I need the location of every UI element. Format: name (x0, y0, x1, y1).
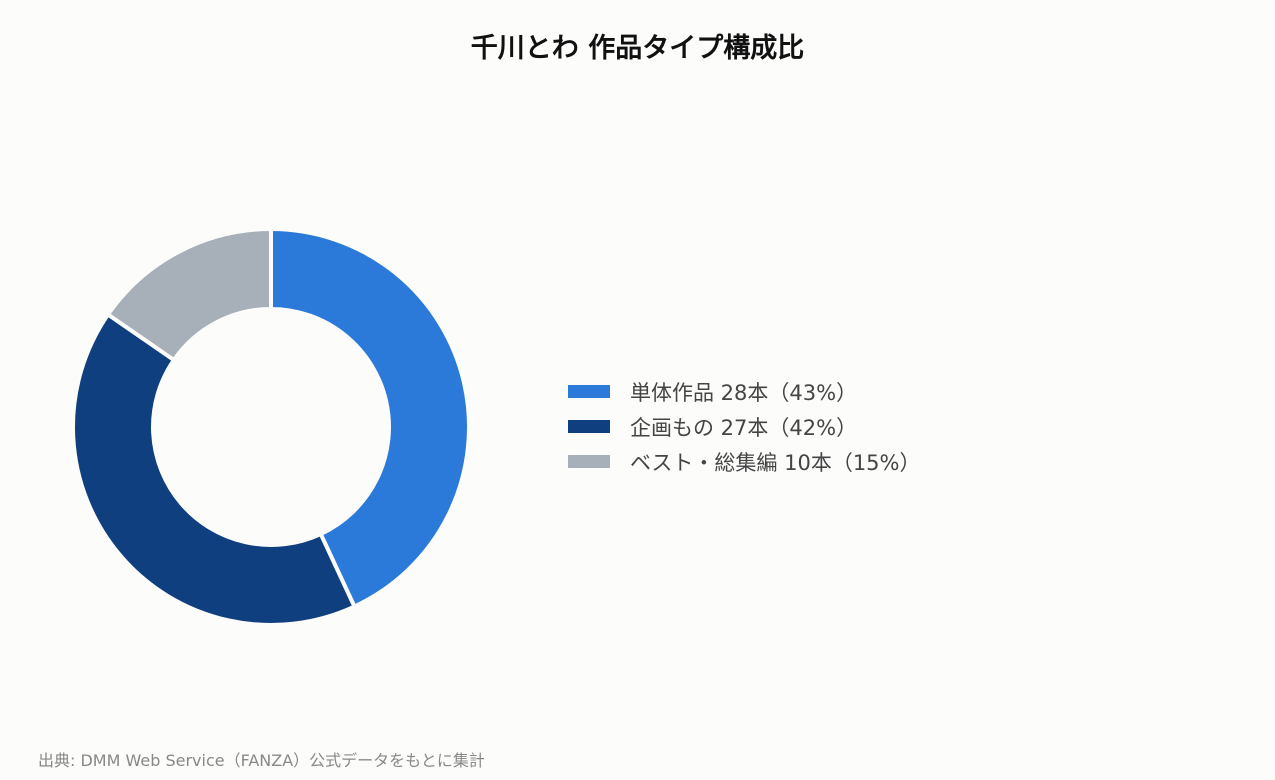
donut-slice-企画もの (71, 311, 358, 627)
donut-slice-単体作品 (269, 226, 471, 610)
legend-swatch (568, 420, 610, 433)
legend-item: 企画もの 27本（42%） (568, 409, 921, 444)
legend-swatch (568, 385, 610, 398)
donut-chart (71, 226, 471, 627)
legend-label: 単体作品 28本（43%） (630, 380, 858, 405)
legend-label: ベスト・総集編 10本（15%） (630, 450, 921, 475)
legend: 単体作品 28本（43%） 企画もの 27本（42%） ベスト・総集編 10本（15… (568, 374, 921, 479)
legend-swatch (568, 455, 610, 468)
chart-title: 千川とわ 作品タイプ構成比 (470, 33, 805, 64)
legend-label: 企画もの 27本（42%） (630, 415, 858, 440)
legend-item: 単体作品 28本（43%） (568, 374, 921, 409)
donut-slice-ベスト・総集編 (105, 226, 273, 363)
legend-item: ベスト・総集編 10本（15%） (568, 444, 921, 479)
source-note: 出典: DMM Web Service（FANZA）公式データをもとに集計 (38, 751, 485, 770)
